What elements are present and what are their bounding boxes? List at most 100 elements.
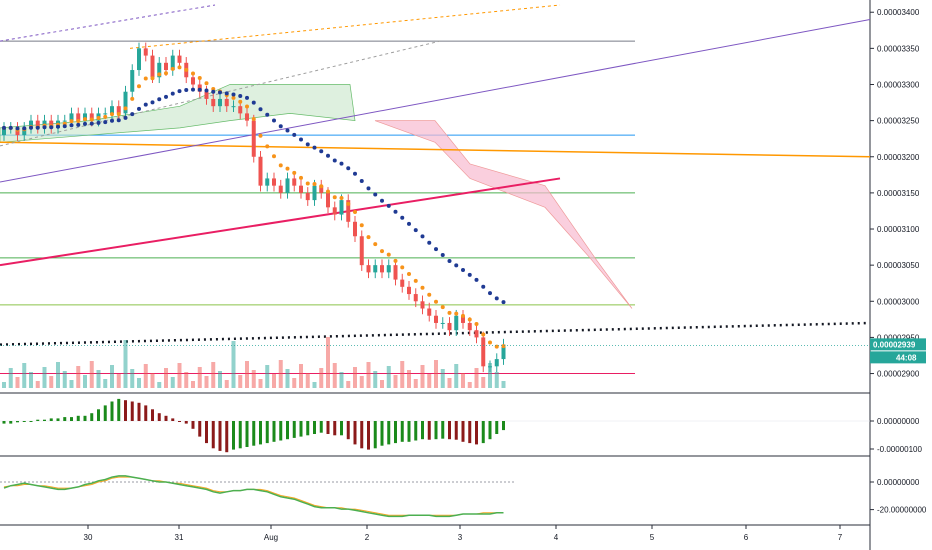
candle-body[interactable] (258, 156, 263, 186)
volume-bar (8, 368, 13, 388)
red-trendline[interactable] (0, 177, 561, 267)
macd-histogram-bar (346, 421, 350, 440)
candle-body[interactable] (177, 55, 182, 63)
candle-body[interactable] (292, 178, 297, 186)
candle-body[interactable] (312, 185, 317, 201)
candle-body[interactable] (130, 70, 135, 92)
candle-body[interactable] (447, 322, 452, 331)
candle-body[interactable] (150, 55, 155, 78)
candle-body[interactable] (29, 120, 33, 128)
candle-body[interactable] (285, 178, 290, 193)
black-dotted-trendline[interactable] (0, 321, 871, 346)
candle-body[interactable] (474, 330, 479, 338)
candle-body[interactable] (326, 192, 330, 208)
macd-histogram-bar (333, 421, 337, 436)
price-tick-label: 0.00003050 (877, 261, 920, 270)
candle-body[interactable] (116, 106, 121, 114)
macd-histogram-bar (56, 418, 60, 421)
candle-body[interactable] (420, 301, 425, 309)
macd-histogram-bar (83, 415, 87, 421)
countdown-tag[interactable] (870, 351, 926, 364)
ema-slow-point (488, 291, 492, 296)
candle-body[interactable] (461, 315, 465, 323)
candle-body[interactable] (272, 178, 276, 186)
candle-body[interactable] (346, 200, 351, 222)
candle-body[interactable] (427, 308, 432, 316)
candle-body[interactable] (22, 127, 27, 136)
volume-bar (447, 378, 452, 388)
candle-body[interactable] (386, 265, 391, 273)
candle-body[interactable] (123, 91, 128, 114)
candle-body[interactable] (35, 120, 40, 128)
candle-body[interactable] (454, 315, 459, 331)
candle-body[interactable] (231, 106, 236, 108)
volume-bar (292, 378, 297, 388)
candle-body[interactable] (488, 366, 492, 368)
candle-body[interactable] (137, 48, 141, 71)
purple-channel-dashed[interactable] (0, 4, 216, 42)
orange-trendline[interactable] (0, 141, 871, 158)
current-price-tag[interactable] (870, 338, 926, 351)
candle-body[interactable] (224, 98, 229, 107)
macd-histogram-bar (16, 421, 19, 423)
macd-pane[interactable] (0, 398, 870, 453)
candle-body[interactable] (157, 62, 162, 78)
candle-body[interactable] (305, 192, 310, 201)
candle-body[interactable] (251, 120, 256, 157)
candle-body[interactable] (265, 178, 270, 186)
candle-body[interactable] (407, 286, 411, 295)
macd-histogram-bar (373, 421, 377, 449)
candle-body[interactable] (501, 344, 506, 360)
volume-bar (69, 380, 74, 388)
candle-body[interactable] (278, 185, 283, 193)
candle-body[interactable] (299, 185, 303, 193)
candle-body[interactable] (204, 91, 209, 99)
macd-histogram-bar (205, 421, 208, 444)
candle-body[interactable] (245, 113, 249, 121)
candle-body[interactable] (170, 55, 175, 71)
candle-body[interactable] (143, 48, 148, 56)
candle-body[interactable] (89, 113, 94, 121)
price-tick-label: 0.00003300 (877, 80, 920, 89)
volume-bar (15, 377, 20, 388)
candle-body[interactable] (218, 98, 222, 107)
candle-body[interactable] (76, 113, 81, 121)
time-axis[interactable]: 30 31 Aug 2 3 4 5 6 7 (84, 525, 843, 542)
candle-body[interactable] (380, 265, 384, 273)
candle-body[interactable] (238, 106, 243, 114)
candle-body[interactable] (339, 200, 344, 215)
candle-body[interactable] (164, 62, 168, 71)
candle-body[interactable] (353, 221, 357, 237)
main-price-pane[interactable] (0, 4, 871, 388)
candle-body[interactable] (359, 236, 364, 266)
candle-body[interactable] (494, 359, 499, 367)
candle-body[interactable] (211, 98, 216, 107)
candle-body[interactable] (366, 265, 371, 273)
candle-body[interactable] (332, 207, 337, 215)
candle-body[interactable] (400, 279, 405, 287)
purple-trendline[interactable] (0, 18, 871, 183)
candle-body[interactable] (467, 322, 472, 331)
candle-body[interactable] (69, 113, 74, 121)
candle-body[interactable] (413, 294, 418, 302)
candle-body[interactable] (393, 265, 398, 280)
ema-fast-point (130, 96, 135, 101)
candle-body[interactable] (434, 315, 438, 323)
candle-body[interactable] (83, 113, 87, 121)
candle-body[interactable] (319, 185, 324, 193)
candle-body[interactable] (481, 337, 486, 367)
candle-body[interactable] (2, 127, 6, 136)
orange-channel-dashed[interactable] (129, 4, 561, 49)
oscillator-pane[interactable] (0, 475, 515, 518)
candle-body[interactable] (103, 113, 108, 115)
ema-slow-point (143, 102, 148, 107)
candle-body[interactable] (440, 322, 445, 324)
candle-body[interactable] (191, 77, 195, 85)
ema-slow-point (62, 124, 67, 129)
candle-body[interactable] (373, 265, 378, 273)
candle-body[interactable] (110, 106, 114, 114)
macd-histogram-bar (232, 421, 235, 450)
price-axis[interactable]: 0.00003400 0.00003350 0.00003300 0.00003250… (870, 8, 927, 515)
candle-body[interactable] (62, 120, 67, 122)
